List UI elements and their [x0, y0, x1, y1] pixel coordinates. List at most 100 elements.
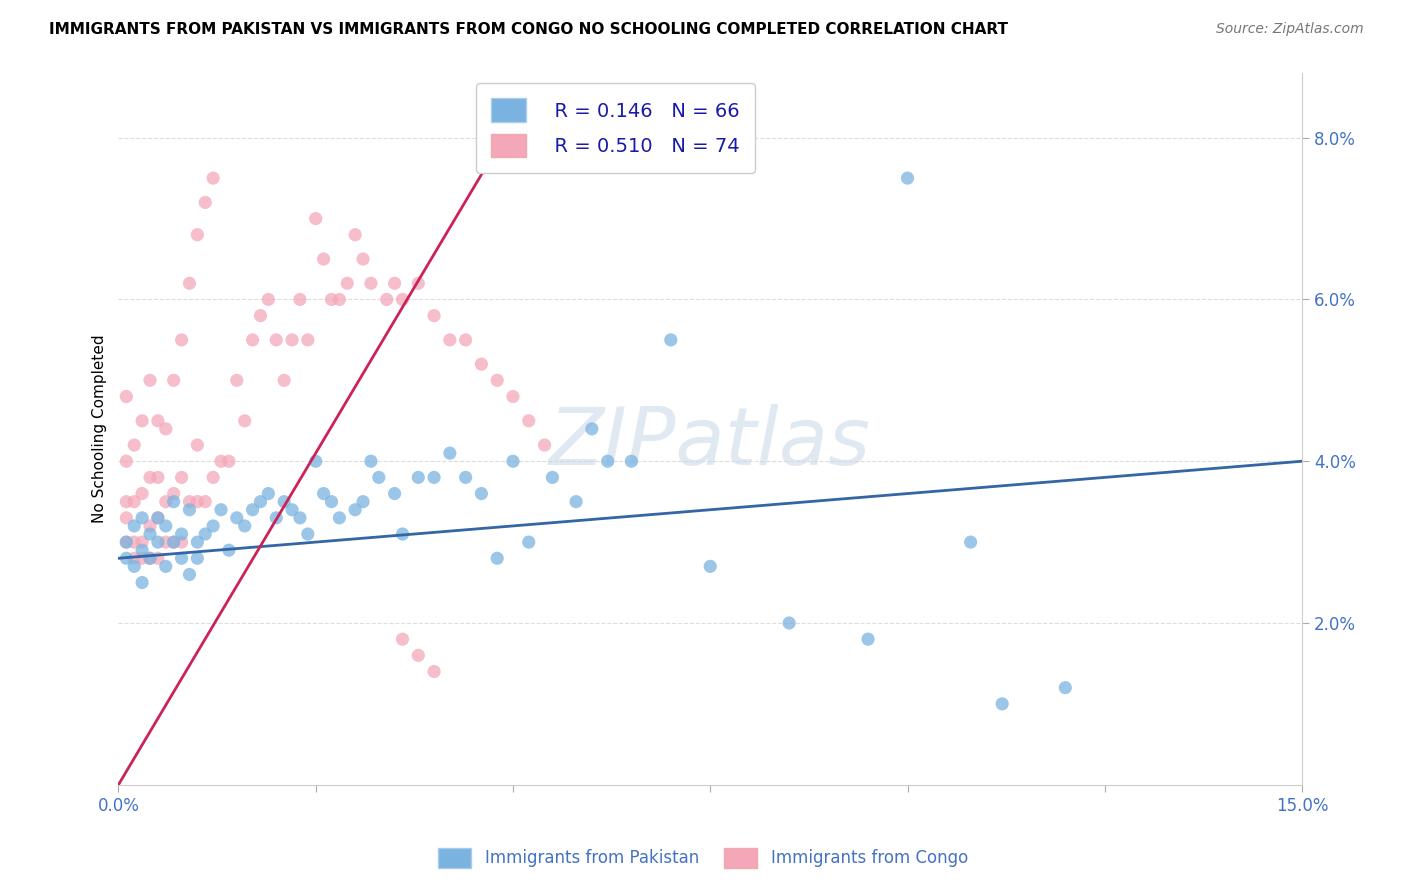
Point	[257, 293, 280, 307]
Point	[115, 494, 138, 508]
Point	[305, 454, 328, 468]
Point	[659, 333, 682, 347]
Point	[454, 333, 477, 347]
Point	[122, 438, 145, 452]
Point	[194, 494, 217, 508]
Point	[502, 390, 524, 404]
Point	[281, 502, 304, 516]
Point	[517, 535, 540, 549]
Point	[249, 309, 271, 323]
Point	[170, 470, 193, 484]
Point	[360, 454, 382, 468]
Point	[131, 535, 153, 549]
Point	[281, 333, 304, 347]
Point	[288, 293, 311, 307]
Point	[146, 470, 169, 484]
Point	[596, 454, 619, 468]
Point	[360, 277, 382, 291]
Point	[179, 277, 201, 291]
Point	[959, 535, 981, 549]
Point	[179, 494, 201, 508]
Point	[202, 171, 225, 186]
Point	[344, 227, 367, 242]
Point	[115, 454, 138, 468]
Point	[146, 414, 169, 428]
Point	[225, 373, 247, 387]
Point	[367, 470, 389, 484]
Point	[486, 551, 509, 566]
Point	[778, 615, 800, 630]
Point	[470, 486, 492, 500]
Point	[209, 454, 232, 468]
Point	[186, 438, 208, 452]
Point	[321, 293, 343, 307]
Point	[163, 373, 186, 387]
Point	[533, 438, 555, 452]
Point	[122, 535, 145, 549]
Point	[202, 470, 225, 484]
Point	[131, 575, 153, 590]
Point	[170, 551, 193, 566]
Point	[163, 494, 186, 508]
Point	[122, 519, 145, 533]
Point	[375, 293, 398, 307]
Text: ZIPatlas: ZIPatlas	[550, 404, 872, 482]
Legend: Immigrants from Pakistan, Immigrants from Congo: Immigrants from Pakistan, Immigrants fro…	[432, 841, 974, 875]
Point	[131, 486, 153, 500]
Point	[225, 511, 247, 525]
Point	[233, 519, 256, 533]
Point	[155, 535, 177, 549]
Point	[242, 333, 264, 347]
Point	[170, 535, 193, 549]
Point	[391, 293, 413, 307]
Point	[146, 511, 169, 525]
Point	[139, 551, 162, 566]
Point	[146, 511, 169, 525]
Point	[202, 519, 225, 533]
Point	[115, 511, 138, 525]
Point	[391, 527, 413, 541]
Point	[896, 171, 918, 186]
Point	[1054, 681, 1077, 695]
Point	[155, 422, 177, 436]
Text: Source: ZipAtlas.com: Source: ZipAtlas.com	[1216, 22, 1364, 37]
Point	[312, 252, 335, 266]
Point	[856, 632, 879, 647]
Point	[155, 519, 177, 533]
Point	[312, 486, 335, 500]
Point	[620, 454, 643, 468]
Point	[115, 535, 138, 549]
Point	[328, 511, 350, 525]
Point	[423, 309, 446, 323]
Point	[454, 470, 477, 484]
Point	[194, 527, 217, 541]
Point	[408, 470, 430, 484]
Point	[249, 494, 271, 508]
Point	[242, 502, 264, 516]
Point	[408, 648, 430, 663]
Point	[115, 551, 138, 566]
Point	[321, 494, 343, 508]
Point	[384, 277, 406, 291]
Point	[146, 535, 169, 549]
Point	[115, 535, 138, 549]
Point	[186, 227, 208, 242]
Point	[344, 502, 367, 516]
Point	[305, 211, 328, 226]
Point	[122, 559, 145, 574]
Point	[581, 422, 603, 436]
Point	[139, 373, 162, 387]
Point	[131, 551, 153, 566]
Point	[179, 502, 201, 516]
Point	[565, 494, 588, 508]
Point	[146, 551, 169, 566]
Point	[352, 252, 374, 266]
Point	[131, 511, 153, 525]
Point	[391, 632, 413, 647]
Point	[423, 470, 446, 484]
Point	[541, 470, 564, 484]
Point	[423, 665, 446, 679]
Legend:   R = 0.146   N = 66,   R = 0.510   N = 74: R = 0.146 N = 66, R = 0.510 N = 74	[475, 83, 755, 173]
Point	[163, 535, 186, 549]
Point	[186, 551, 208, 566]
